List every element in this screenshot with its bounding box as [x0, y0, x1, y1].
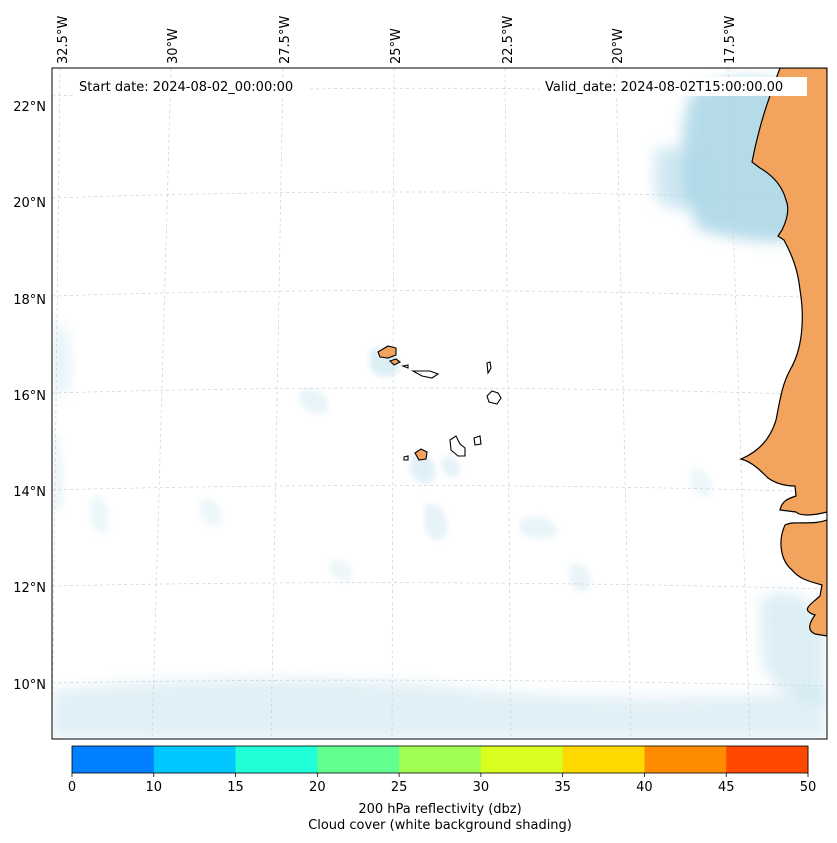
colorbar-tick-label: 40 — [636, 780, 653, 795]
colorbar-swatch — [153, 746, 237, 773]
colorbar-tick-label: 50 — [800, 780, 817, 795]
longitude-labels: 32.5°W 30°W 27.5°W 25°W 22.5°W 20°W 17.5… — [56, 16, 738, 64]
colorbar-swatch — [726, 746, 809, 773]
colorbar-title-line2: Cloud cover (white background shading) — [308, 818, 572, 833]
colorbar-tick-label: 0 — [68, 780, 76, 795]
lat-label: 10°N — [13, 678, 46, 693]
lon-label: 17.5°W — [723, 16, 738, 64]
valid-date-label: Valid_date: 2024-08-02T15:00:00.00 — [545, 80, 783, 95]
colorbar-swatch — [72, 746, 155, 773]
colorbar-tick-label: 35 — [554, 780, 571, 795]
island-boa-vista — [486, 390, 502, 405]
africa-land — [739, 68, 827, 637]
island-santo-antao — [377, 345, 397, 359]
cloud-cover-shading — [52, 78, 827, 739]
colorbar: 0 10 15 20 25 30 35 40 45 50 — [68, 745, 817, 795]
island-sal — [486, 361, 492, 375]
island-fogo — [414, 448, 428, 461]
lon-label: 32.5°W — [56, 16, 71, 64]
island-santiago — [449, 435, 466, 457]
valid-date-box — [540, 77, 807, 96]
colorbar-swatch — [399, 746, 482, 773]
island-santa-luzia — [401, 364, 409, 369]
colorbar-swatch — [317, 746, 400, 773]
colorbar-tick-label: 20 — [309, 780, 326, 795]
lat-label: 16°N — [13, 389, 46, 404]
lat-label: 22°N — [13, 100, 46, 115]
lon-label: 25°W — [389, 28, 404, 64]
colorbar-swatch — [480, 746, 564, 773]
island-sao-vicente — [388, 358, 402, 366]
colorbar-title-line1: 200 hPa reflectivity (dbz) — [358, 802, 522, 817]
lon-label: 20°W — [611, 28, 626, 64]
lon-label: 27.5°W — [278, 16, 293, 64]
lat-label: 12°N — [13, 581, 46, 596]
colorbar-swatch — [562, 746, 645, 773]
lon-label: 22.5°W — [501, 16, 516, 64]
colorbar-tick-label: 30 — [473, 780, 490, 795]
colorbar-tick-label: 45 — [718, 780, 735, 795]
cape-verde-islands — [377, 345, 502, 461]
lat-label: 18°N — [13, 293, 46, 308]
colorbar-swatch — [235, 746, 318, 773]
colorbar-swatch — [644, 746, 727, 773]
colorbar-tick-label: 15 — [227, 780, 244, 795]
colorbar-tick-label: 10 — [146, 780, 163, 795]
colorbar-tick-label: 25 — [391, 780, 408, 795]
latitude-labels: 22°N 20°N 18°N 16°N 14°N 12°N 10°N — [13, 100, 46, 693]
lon-label: 30°W — [166, 28, 181, 64]
island-brava — [403, 455, 409, 461]
map-frame — [51, 67, 828, 740]
colorbar-frame — [71, 745, 809, 774]
island-maio — [473, 435, 482, 446]
island-sao-nicolau — [410, 370, 440, 379]
start-date-box — [74, 77, 310, 96]
colorbar-title: 200 hPa reflectivity (dbz) Cloud cover (… — [0, 802, 837, 834]
lat-label: 14°N — [13, 485, 46, 500]
start-date-label: Start date: 2024-08-02_00:00:00 — [79, 80, 293, 95]
lat-label: 20°N — [13, 196, 46, 211]
